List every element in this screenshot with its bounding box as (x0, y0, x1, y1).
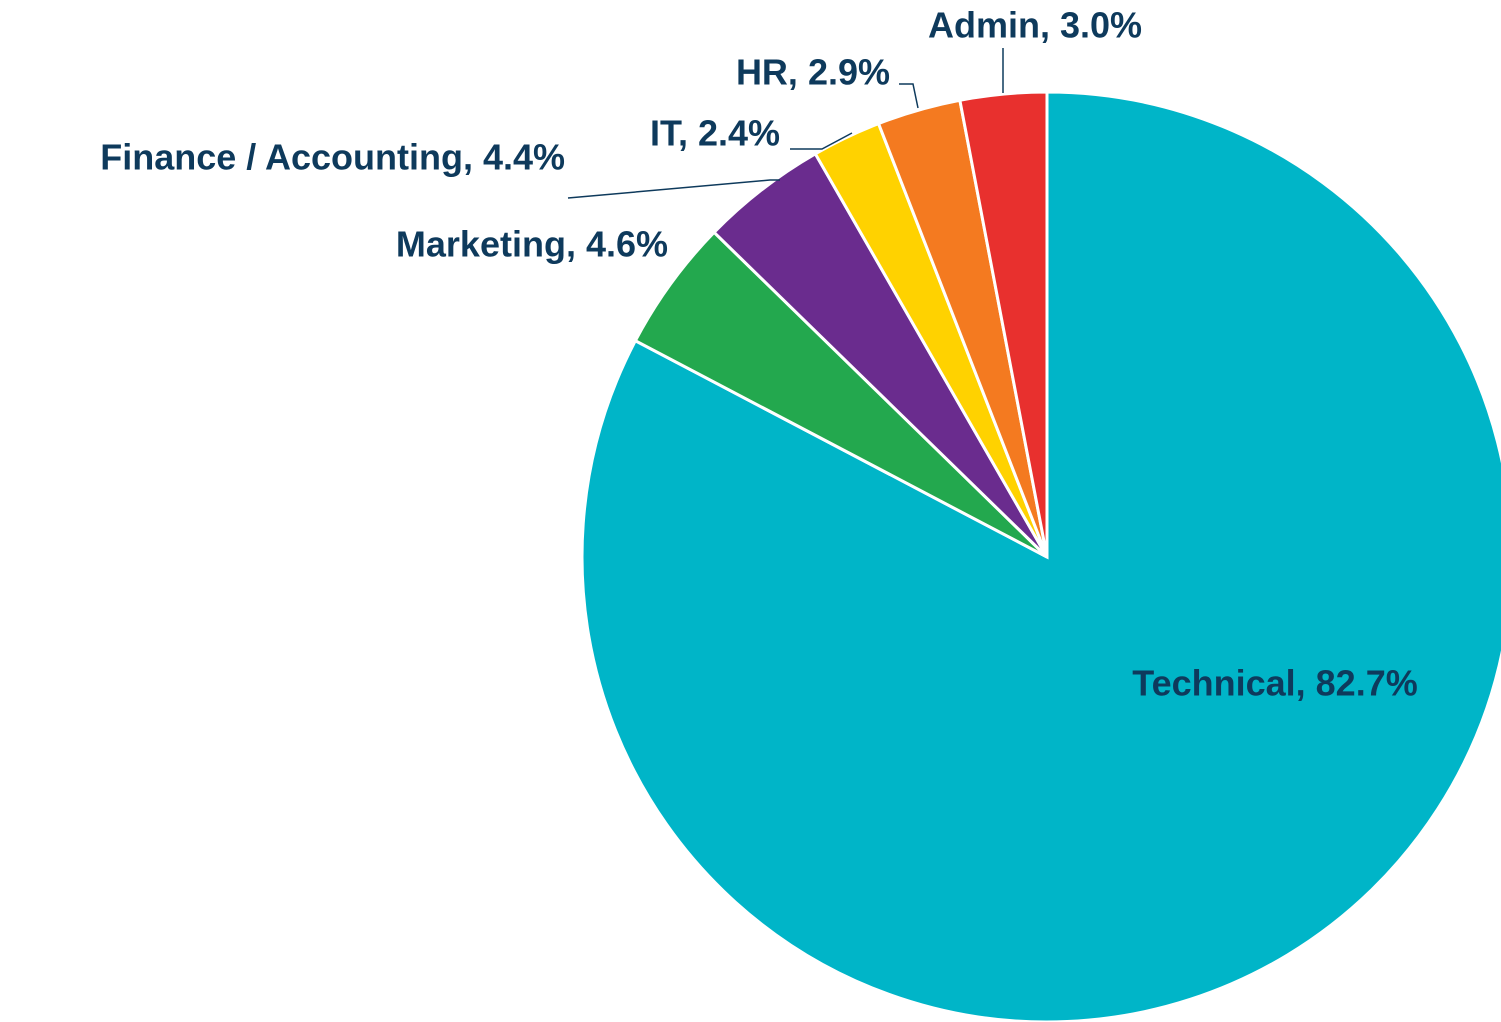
data-label: Finance / Accounting, 4.4% (100, 137, 565, 178)
pie-slice (958, 90, 1049, 558)
data-label: Admin, 3.0% (928, 5, 1142, 46)
leader-line (899, 83, 919, 109)
leader-line (567, 179, 780, 199)
pie-slice (580, 90, 1501, 1022)
data-label: HR, 2.9% (736, 52, 890, 93)
data-label: Technical, 82.7% (1132, 663, 1417, 704)
leader-line (790, 132, 853, 150)
data-label: Marketing, 4.6% (396, 224, 668, 265)
data-label: IT, 2.4% (650, 113, 780, 154)
